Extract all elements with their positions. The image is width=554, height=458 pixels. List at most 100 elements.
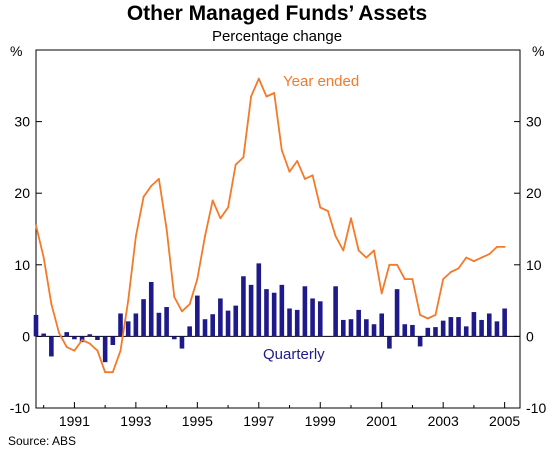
quarterly-bar [210,314,215,337]
year-ended-point [173,296,176,298]
y-tick-label-right: 20 [526,185,542,201]
year-ended-point [257,77,260,80]
year-ended-point [388,263,391,266]
quarterly-bar [164,307,169,337]
quarterly-bar [417,336,423,347]
year-ended-point [311,174,314,177]
quarterly-bar [156,312,162,337]
quarterly-bar [248,284,254,337]
quarterly-bar [102,336,108,363]
quarterly-bar [187,326,192,337]
year-ended-point [250,95,253,98]
quarterly-bar [356,309,361,337]
year-ended-point [35,224,37,227]
quarterly-bar [333,286,338,337]
quarterly-bar [256,263,262,337]
year-ended-point [350,217,352,220]
year-ended-point [434,314,437,316]
year-ended-point [473,260,475,263]
year-ended-point [488,253,491,255]
year-ended-point [457,267,460,270]
x-tick-label: 2005 [489,413,520,429]
year-ended-point [449,271,452,273]
year-ended-point [496,246,498,248]
quarterly-bar [264,289,269,337]
year-ended-point [419,314,422,316]
quarterly-bar [479,319,484,337]
x-tick-label: 2001 [366,413,397,429]
year-ended-point [288,170,291,173]
year-ended-point [204,235,206,238]
year-ended-point [181,310,183,313]
year-ended-point [142,195,145,198]
year-ended-point [219,217,222,220]
quarterly-bar [279,284,285,337]
x-tick-label: 1995 [182,413,213,429]
year-ended-point [134,235,137,238]
year-ended-point [96,349,99,352]
quarterly-bar [141,299,146,337]
year-ended-point [234,163,237,166]
year-ended-point [357,249,360,252]
quarterly-bar [133,313,139,337]
quarterly-bar [64,332,70,337]
year-ended-point [296,160,299,162]
year-ended-point [319,206,322,209]
y-tick-label-right: 10 [526,257,542,273]
year-ended-point [50,303,53,306]
y-tick-label-left: 10 [14,257,30,273]
quarterly-bar [348,319,354,337]
year-ended-point [396,263,398,266]
quarterly-bar [171,336,177,340]
quarterly-bar [325,336,331,337]
x-tick-label: 1997 [243,413,274,429]
quarterly-bar [364,319,369,337]
x-tick-label: 1991 [59,413,90,429]
year-ended-point [42,256,45,259]
year-ended-point [104,371,107,374]
y-tick-label-left: 30 [14,114,30,130]
quarterly-bar [218,298,223,337]
year-ended-point [211,199,214,202]
quarterly-bar [95,336,100,340]
year-ended-annotation: Year ended [283,73,359,90]
y-axis-unit-right: % [532,43,544,59]
year-ended-point [196,278,199,281]
year-ended-point [442,278,445,281]
year-ended-point [58,331,60,334]
y-tick-label-left: -10 [10,400,30,416]
year-ended-point [273,92,276,94]
chart-subtitle: Percentage change [211,28,343,45]
year-ended-line-group [35,77,506,374]
quarterly-bar [271,292,277,337]
year-ended-point [242,156,245,159]
quarterly-bar [310,298,315,337]
quarterly-bar [179,336,185,349]
quarterly-bar [317,301,323,337]
quarterly-bar [402,324,408,337]
quarterly-bar [233,305,239,337]
year-ended-point [227,206,229,209]
y-axis-unit-left: % [10,43,22,59]
quarterly-bar [195,295,200,337]
year-ended-point [411,278,414,281]
quarterly-bar [394,289,400,337]
year-ended-point [150,185,153,187]
quarterly-bar [41,333,46,337]
quarterly-bars [33,263,507,363]
year-ended-point [165,228,168,230]
quarterly-bar [148,281,154,337]
y-tick-label-right: -10 [526,400,546,416]
quarterly-bar [341,319,346,337]
year-ended-point [303,177,306,180]
year-ended-point [65,346,68,349]
quarterly-bar [302,286,308,337]
quarterly-bar [486,313,492,337]
y-tick-label-left: 0 [22,328,30,344]
year-ended-point [426,317,429,320]
x-tick-label: 1993 [120,413,151,429]
quarterly-bar [440,320,446,337]
quarterly-bar [448,317,454,337]
quarterly-bar [72,336,77,340]
